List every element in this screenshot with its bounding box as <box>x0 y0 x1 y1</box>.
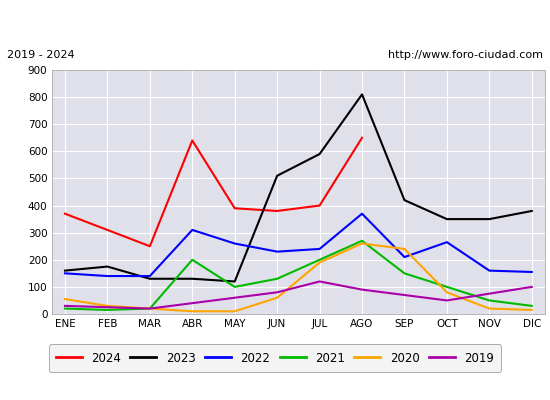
Text: http://www.foro-ciudad.com: http://www.foro-ciudad.com <box>388 50 543 60</box>
Legend: 2024, 2023, 2022, 2021, 2020, 2019: 2024, 2023, 2022, 2021, 2020, 2019 <box>48 344 502 372</box>
Text: Evolucion Nº Turistas Nacionales en el municipio de Ráfales: Evolucion Nº Turistas Nacionales en el m… <box>57 13 493 29</box>
Text: 2019 - 2024: 2019 - 2024 <box>7 50 75 60</box>
